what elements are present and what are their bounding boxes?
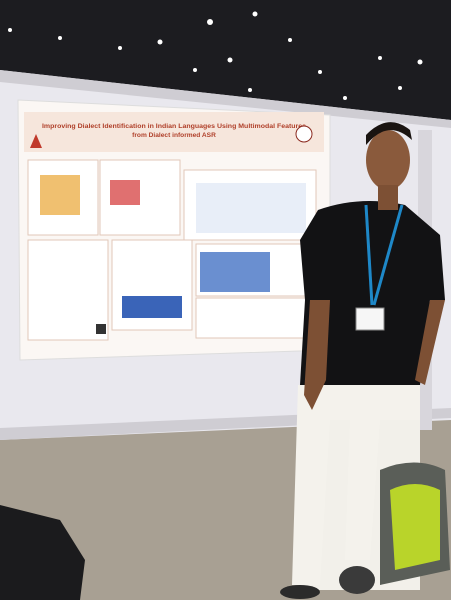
poster-graphics bbox=[40, 175, 306, 318]
poster-title: from Dialect informed ASR bbox=[132, 132, 216, 139]
backpack-panel bbox=[390, 484, 440, 570]
black-bag bbox=[0, 505, 85, 600]
board-frame bbox=[0, 70, 451, 128]
logo bbox=[295, 125, 313, 143]
logo bbox=[30, 134, 42, 148]
poster-title: Improving Dialect Identification in Indi… bbox=[42, 123, 306, 130]
ceiling-lights bbox=[8, 11, 423, 100]
poster-header bbox=[24, 112, 324, 152]
qr-code bbox=[96, 324, 106, 334]
